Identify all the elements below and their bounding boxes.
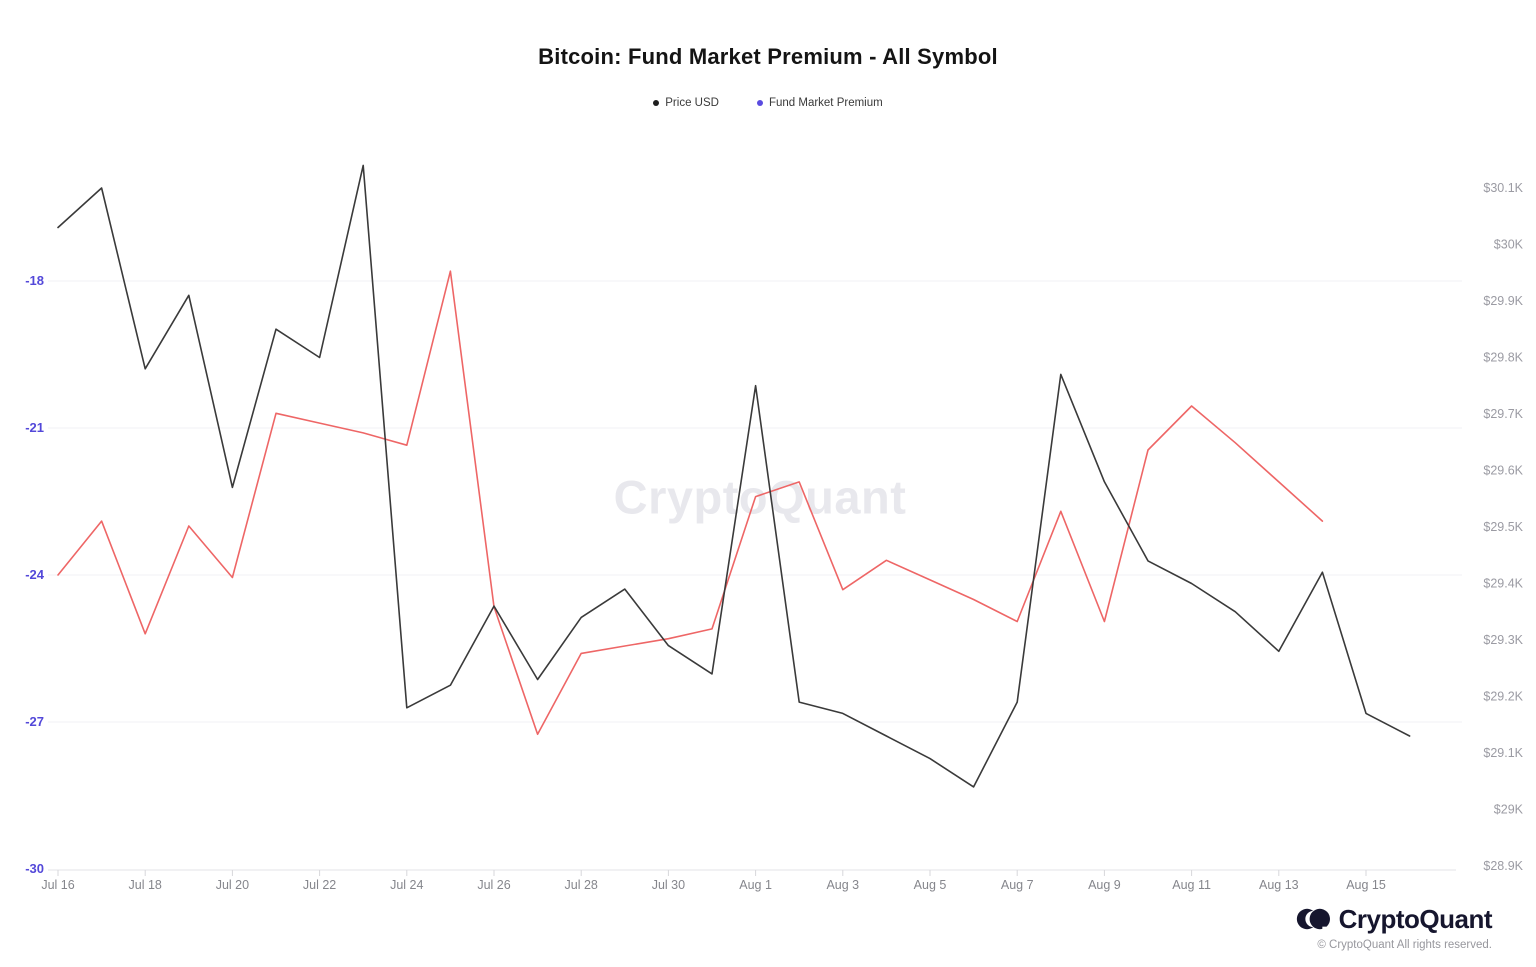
brand-name: CryptoQuant [1338,903,1493,934]
x-axis-tick-label: Jul 20 [216,878,249,892]
right-axis-tick-label: $29.2K [1483,690,1523,704]
cryptoquant-logo-icon [1296,908,1330,935]
x-axis-tick-label: Jul 26 [477,878,510,892]
x-axis-tick-label: Aug 5 [914,878,947,892]
fund-market-premium-dot-icon [756,100,763,106]
x-axis-tick-label: Aug 1 [739,878,772,892]
legend-item-fund-market-premium[interactable]: Fund Market Premium [756,97,883,109]
left-axis-tick-label: -21 [25,420,44,435]
right-axis-tick-label: $29.8K [1483,351,1523,365]
right-axis-tick-label: $30K [1494,238,1524,252]
right-axis-tick-label: $29.1K [1483,746,1523,760]
x-axis-tick-label: Aug 11 [1172,878,1211,892]
right-axis-tick-label: $29.5K [1483,520,1523,534]
legend-item-price-usd[interactable]: Price USD [653,97,719,109]
right-axis-tick-label: $29.4K [1483,577,1523,591]
chart-legend: Price USD Fund Market Premium [0,97,1536,109]
x-axis-tick-label: Jul 22 [303,878,336,892]
footer-branding: CryptoQuant © CryptoQuant All rights res… [1296,902,1493,951]
x-axis-tick-label: Aug 3 [826,878,859,892]
x-axis-tick-label: Jul 30 [652,878,685,892]
left-axis-tick-label: -18 [25,273,44,288]
right-axis-tick-label: $28.9K [1483,859,1523,873]
x-axis-tick-label: Aug 7 [1001,878,1034,892]
series-line-fund-market-premium [57,270,1324,736]
x-axis-tick-label: Jul 18 [129,878,162,892]
right-axis-tick-label: $29K [1494,803,1524,817]
x-axis-tick-label: Jul 28 [565,878,598,892]
right-axis-tick-label: $29.6K [1483,464,1523,478]
right-axis-tick-label: $29.9K [1483,294,1523,308]
right-axis-tick-label: $29.3K [1483,633,1523,647]
x-axis-tick-label: Jul 16 [41,878,74,892]
left-axis-tick-label: -27 [25,714,44,729]
left-axis-tick-label: -30 [25,861,44,876]
legend-item-label: Fund Market Premium [768,97,883,109]
right-axis-tick-label: $29.7K [1483,407,1523,421]
legend-item-label: Price USD [665,97,719,109]
x-axis-tick-label: Aug 13 [1259,878,1299,892]
x-axis-tick-label: Aug 9 [1088,878,1121,892]
copyright-text: © CryptoQuant All rights reserved. [1317,939,1492,951]
left-axis-tick-label: -24 [25,567,45,582]
page-title: Bitcoin: Fund Market Premium - All Symbo… [538,44,998,69]
x-axis-tick-label: Aug 15 [1346,878,1386,892]
price-usd-dot-icon [653,100,660,106]
brand-row: CryptoQuant [1296,902,1493,936]
x-axis-tick-label: Jul 24 [390,878,423,892]
series-line-price-usd [57,164,1411,788]
right-axis-tick-label: $30.1K [1483,181,1523,195]
